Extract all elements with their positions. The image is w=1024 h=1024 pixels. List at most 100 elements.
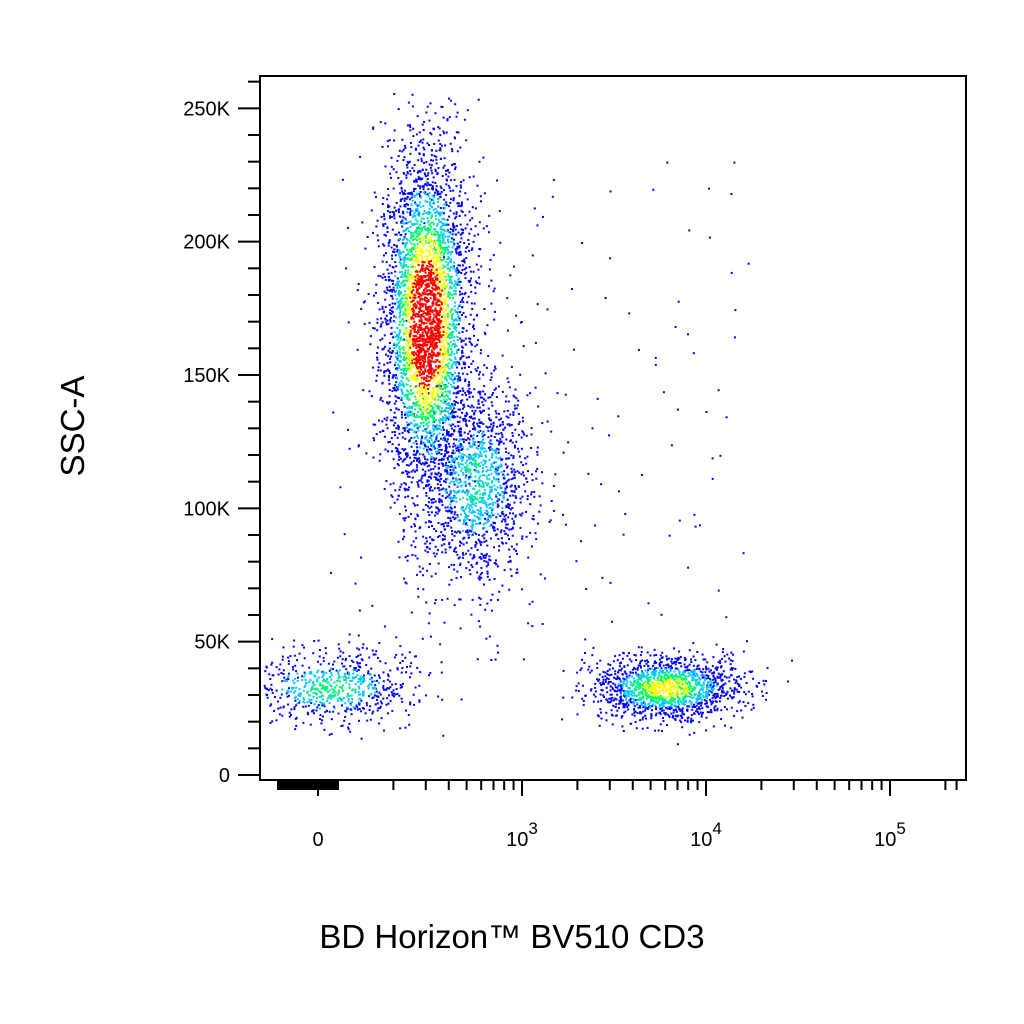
- event-dot: [536, 303, 539, 306]
- event-dot: [330, 678, 333, 681]
- event-dot: [477, 441, 480, 443]
- event-dot: [462, 361, 465, 364]
- event-dot: [372, 231, 374, 234]
- event-dot: [482, 447, 485, 450]
- event-dot: [458, 264, 461, 267]
- event-dot: [705, 716, 708, 719]
- event-dot: [474, 409, 477, 412]
- event-dot: [432, 498, 435, 500]
- event-dot: [298, 693, 301, 696]
- event-dot: [411, 476, 414, 479]
- event-dot: [410, 437, 413, 440]
- event-dot: [446, 431, 449, 434]
- event-dot: [316, 697, 318, 700]
- event-dot: [476, 282, 479, 284]
- event-dot: [429, 200, 432, 203]
- event-dot: [389, 409, 392, 412]
- event-dot: [445, 446, 448, 449]
- event-dot: [399, 199, 402, 202]
- event-dot: [480, 541, 483, 544]
- event-dot: [485, 509, 488, 512]
- event-dot: [483, 537, 486, 540]
- event-dot: [567, 441, 570, 444]
- event-dot: [457, 408, 460, 411]
- event-dot: [401, 377, 404, 380]
- event-dot: [413, 655, 416, 658]
- event-dot: [644, 707, 647, 710]
- event-dot: [322, 674, 325, 677]
- event-dot: [401, 391, 404, 393]
- event-dot: [468, 438, 471, 441]
- event-dot: [280, 693, 283, 696]
- event-dot: [488, 497, 491, 500]
- event-dot: [386, 362, 389, 364]
- event-dot: [483, 331, 486, 334]
- event-dot: [463, 466, 466, 469]
- event-dot: [467, 279, 470, 282]
- event-dot: [459, 190, 462, 193]
- event-dot: [418, 176, 421, 179]
- event-dot: [522, 431, 525, 434]
- event-dot: [621, 683, 624, 686]
- event-dot: [443, 528, 446, 531]
- event-dot: [520, 514, 523, 517]
- event-dot: [366, 719, 369, 722]
- event-dot: [501, 510, 504, 513]
- event-dot: [449, 232, 452, 235]
- event-dot: [439, 425, 441, 428]
- event-dot: [497, 472, 500, 475]
- event-dot: [526, 394, 529, 397]
- event-dot: [343, 665, 346, 668]
- event-dot: [445, 407, 448, 409]
- event-dot: [414, 215, 417, 218]
- event-dot: [368, 321, 371, 324]
- event-dot: [447, 406, 450, 409]
- event-dot: [460, 542, 463, 545]
- event-dot: [451, 366, 454, 369]
- event-dot: [436, 424, 439, 427]
- event-dot: [338, 696, 341, 699]
- event-dot: [395, 450, 398, 453]
- event-dot: [711, 672, 714, 675]
- event-dot: [522, 658, 525, 661]
- event-dot: [400, 388, 403, 391]
- event-dot: [396, 436, 399, 439]
- event-dot: [519, 497, 522, 500]
- event-dot: [463, 509, 466, 512]
- event-dot: [389, 483, 392, 486]
- event-dot: [435, 428, 438, 431]
- event-dot: [365, 664, 368, 666]
- event-dot: [636, 702, 639, 705]
- event-dot: [391, 282, 394, 285]
- event-dot: [679, 662, 682, 665]
- event-dot: [398, 556, 401, 559]
- event-dot: [489, 439, 492, 442]
- event-dot: [436, 210, 438, 213]
- event-dot: [627, 695, 630, 698]
- event-dot: [473, 327, 476, 330]
- event-dot: [439, 484, 442, 486]
- event-dot: [397, 453, 400, 456]
- event-dot: [425, 180, 428, 183]
- event-dot: [439, 228, 442, 231]
- event-dot: [471, 506, 473, 509]
- event-dot: [609, 664, 612, 666]
- event-dot: [428, 487, 431, 490]
- event-dot: [435, 188, 438, 191]
- event-dot: [433, 416, 436, 419]
- event-dot: [627, 676, 630, 679]
- event-dot: [337, 699, 340, 702]
- event-dot: [337, 677, 340, 680]
- event-dot: [430, 154, 433, 157]
- event-dot: [366, 236, 369, 238]
- event-dot: [635, 659, 638, 661]
- event-dot: [441, 237, 444, 240]
- event-dot: [687, 675, 690, 678]
- event-dot: [393, 93, 396, 95]
- event-dot: [632, 677, 635, 680]
- event-dot: [738, 685, 740, 688]
- event-dot: [362, 707, 364, 709]
- event-dot: [744, 693, 747, 696]
- event-dot: [348, 655, 351, 658]
- event-dot: [668, 534, 671, 537]
